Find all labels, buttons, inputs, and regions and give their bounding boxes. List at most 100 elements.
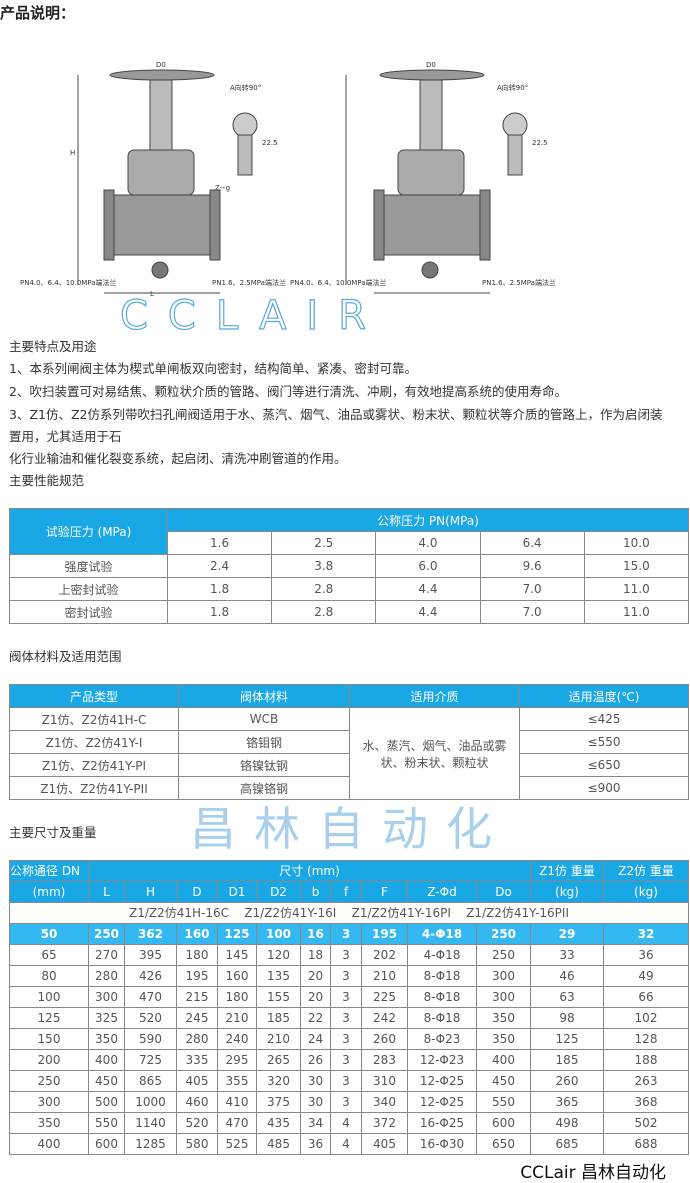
cell: 8-Φ18 xyxy=(407,1007,477,1029)
cell: 310 xyxy=(361,1070,408,1092)
temperature: ≤550 xyxy=(519,730,689,754)
cell: 270 xyxy=(88,944,125,966)
cell: 65 xyxy=(9,944,89,966)
label-zg: Z−g xyxy=(215,184,230,192)
cell: 3 xyxy=(330,944,362,966)
cell: 485 xyxy=(256,1133,301,1155)
cell: 295 xyxy=(217,1049,257,1071)
cell: 1000 xyxy=(124,1091,177,1113)
cell: 580 xyxy=(176,1133,218,1155)
performance-table: 试验压力 (MPa) 公称压力 PN(MPa) 1.6 2.5 4.0 6.4 10.0 … xyxy=(9,508,690,624)
cell: 33 xyxy=(530,944,604,966)
cell: 150 xyxy=(9,1028,89,1050)
column-header: D1 xyxy=(217,881,257,903)
pn-value: 2.5 xyxy=(271,531,377,555)
cell: 145 xyxy=(217,944,257,966)
cell: 63 xyxy=(530,986,604,1008)
cell: 280 xyxy=(88,965,125,987)
column-header: Do xyxy=(476,881,531,903)
z2-weight-header: Z2仿 重量 xyxy=(603,860,689,882)
header-material: 阀体材料 xyxy=(178,684,350,708)
cell: 600 xyxy=(88,1133,125,1155)
cell: 180 xyxy=(176,944,218,966)
cell: 250 xyxy=(9,1070,89,1092)
dn-header: 公称通径 DN xyxy=(9,860,89,882)
cell: 125 xyxy=(530,1028,604,1050)
label-pn-right: PN1.6、2.5MPa端法兰 xyxy=(212,278,286,287)
cell: 12-Φ23 xyxy=(407,1049,477,1071)
cell: 470 xyxy=(217,1112,257,1134)
table-row: 350 550 1140 520 470 435 34 4 372 16-Φ25 600 498 502 xyxy=(9,1112,689,1134)
label-pn-right-2: PN1.6、2.5MPa端法兰 xyxy=(482,278,556,287)
row-label: 强度试验 xyxy=(9,554,168,578)
cell: 46 xyxy=(530,965,604,987)
cell: 160 xyxy=(217,965,257,987)
table-row: 65 270 395 180 145 120 18 3 202 4-Φ18 250 33 36 xyxy=(9,944,689,966)
cell: 3 xyxy=(330,1028,362,1050)
cell: 15.0 xyxy=(583,554,690,578)
cell: 1140 xyxy=(124,1112,177,1134)
label-h: H xyxy=(70,149,75,157)
dimensions-table: 公称通径 DN 尺寸 (mm) Z1仿 重量 Z2仿 重量 (mm) L H D D1 D2 b f… xyxy=(9,860,689,1155)
corner-header: 试验压力 (MPa) xyxy=(9,508,168,555)
feature-line: 置用，尤其适用于石 xyxy=(9,429,122,444)
table-row: 200 400 725 335 295 265 26 3 283 12-Φ23 400 185 188 xyxy=(9,1049,689,1071)
cell: 2.4 xyxy=(166,554,273,578)
cell: 7.0 xyxy=(479,577,585,601)
cell: 550 xyxy=(476,1091,531,1113)
table-row: 150 350 590 280 240 210 24 3 260 8-Φ23 350 125 128 xyxy=(9,1028,689,1050)
cell: 263 xyxy=(603,1070,689,1092)
label-pn-left: PN4.0、6.4、10.0MPa端法兰 xyxy=(20,278,117,287)
cell: 1285 xyxy=(124,1133,177,1155)
cell: 405 xyxy=(361,1133,408,1155)
cell: 1.8 xyxy=(166,577,273,601)
cell: 210 xyxy=(256,1028,301,1050)
cell: 460 xyxy=(176,1091,218,1113)
pn-value: 4.0 xyxy=(375,531,481,555)
dn-unit: (mm) xyxy=(9,881,89,903)
cell: 500 xyxy=(88,1091,125,1113)
cell: 405 xyxy=(176,1070,218,1092)
temperature: ≤425 xyxy=(519,707,689,731)
cell: 450 xyxy=(476,1070,531,1092)
cell: 250 xyxy=(88,923,125,945)
cell: 350 xyxy=(9,1112,89,1134)
label-rotate: A向转90° xyxy=(230,83,261,92)
page-title: 产品说明： xyxy=(0,4,76,22)
table-row: 强度试验 2.4 3.8 6.0 9.6 15.0 xyxy=(9,554,690,578)
column-header: D2 xyxy=(256,881,301,903)
column-header: b xyxy=(300,881,331,903)
cell: 195 xyxy=(176,965,218,987)
cell: 3.8 xyxy=(271,554,377,578)
feature-line: 1、本系列闸阀主体为楔式单闸板双向密封，结构简单、紧凑、密封可靠。 xyxy=(9,361,417,376)
cell: 8-Φ18 xyxy=(407,986,477,1008)
pn-header: 公称压力 PN(MPa) xyxy=(167,508,689,532)
column-header: D xyxy=(176,881,218,903)
product-type: Z1仿、Z2仿41Y-PII xyxy=(9,776,179,800)
table-row: 300 500 1000 460 410 375 30 3 340 12-Φ25 550 365 368 xyxy=(9,1091,689,1113)
cell: 210 xyxy=(217,1007,257,1029)
cell: 36 xyxy=(300,1133,331,1155)
cell: 100 xyxy=(9,986,89,1008)
kg-unit: (kg) xyxy=(603,881,689,903)
cell: 3 xyxy=(330,923,362,945)
cell: 20 xyxy=(300,965,331,987)
cell: 400 xyxy=(476,1049,531,1071)
cell: 8-Φ18 xyxy=(407,965,477,987)
cell: 18 xyxy=(300,944,331,966)
cell: 1.8 xyxy=(166,600,273,624)
pn-value: 6.4 xyxy=(479,531,585,555)
product-type: Z1仿、Z2仿41Y-PI xyxy=(9,753,179,777)
brand-watermark: CCLair 昌林自动化 xyxy=(520,1163,666,1183)
column-header: f xyxy=(330,881,362,903)
body-material: 铬钼钢 xyxy=(178,730,350,754)
cell: 195 xyxy=(361,923,408,945)
cell: 4-Φ18 xyxy=(407,944,477,966)
column-header: Z-Φd xyxy=(407,881,477,903)
cell: 250 xyxy=(476,923,531,945)
cell: 49 xyxy=(603,965,689,987)
pn-value: 10.0 xyxy=(583,531,690,555)
cell: 350 xyxy=(476,1007,531,1029)
cell: 590 xyxy=(124,1028,177,1050)
body-material: 高镍铬钢 xyxy=(178,776,350,800)
